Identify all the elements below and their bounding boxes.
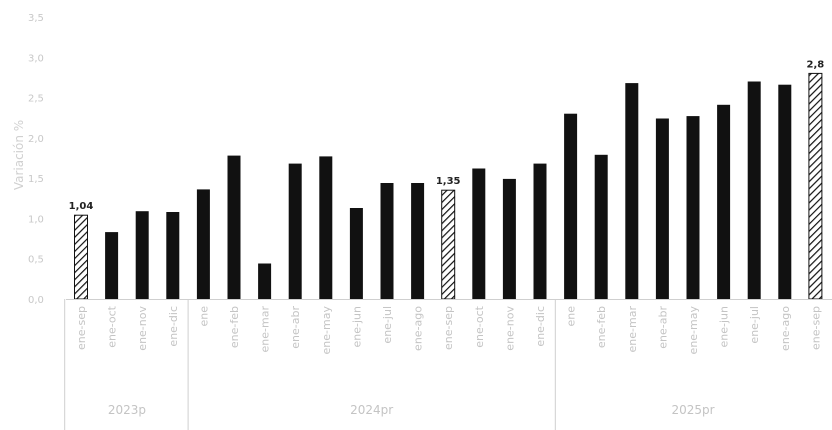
category-label: ene [197, 306, 210, 327]
bar-highlighted [74, 214, 88, 300]
y-tick-label: 3,0 [28, 53, 44, 64]
category-label: ene-abr [289, 306, 302, 349]
data-label: 1,04 [69, 201, 94, 212]
category-label: ene-dic [167, 306, 180, 347]
category-label: ene-oct [473, 305, 486, 347]
bar [319, 156, 333, 299]
bar [502, 178, 516, 299]
data-label: 1,35 [436, 176, 461, 187]
category-label: ene-may [320, 306, 333, 355]
category-label: ene-jun [350, 306, 363, 348]
bar [135, 211, 149, 299]
y-tick-label: 0,0 [28, 295, 44, 306]
bar-highlighted [441, 189, 456, 300]
category-label: ene-jul [748, 306, 761, 344]
group-labels: 2023p 2024pr 2025pr [108, 403, 715, 417]
category-label: ene-abr [656, 306, 669, 349]
category-label: ene-ago [412, 306, 425, 351]
bar [288, 163, 302, 299]
y-axis-ticks: 0,0 0,5 1,0 1,5 2,0 2,5 3,0 3,5 [28, 13, 44, 306]
group-label: 2024pr [350, 403, 393, 417]
category-label: ene-nov [503, 306, 516, 351]
bar-highlighted [808, 72, 823, 300]
category-label: ene-sep [75, 306, 88, 350]
category-label: ene-feb [595, 306, 608, 348]
category-label: ene-jun [718, 306, 731, 348]
y-tick-label: 3,5 [28, 13, 44, 24]
y-tick-label: 1,0 [28, 214, 44, 225]
bar [655, 118, 669, 299]
group-label: 2025pr [671, 403, 714, 417]
bar [105, 232, 119, 299]
category-label: ene-oct [106, 305, 119, 347]
group-separators [64, 299, 556, 430]
y-tick-label: 2,0 [28, 134, 44, 145]
bar [166, 212, 180, 299]
bar [258, 263, 272, 299]
category-label: ene-ago [779, 306, 792, 351]
bar [227, 155, 241, 299]
category-label: ene-feb [228, 306, 241, 348]
data-label: 2,8 [807, 59, 825, 70]
bar [686, 116, 700, 299]
bar [594, 154, 608, 299]
bar [349, 208, 363, 299]
category-label: ene-nov [136, 306, 149, 351]
category-label: ene-dic [534, 306, 547, 347]
bar [411, 183, 425, 299]
y-axis-label: Variación % [12, 120, 26, 190]
bar [717, 104, 731, 299]
bar [196, 189, 210, 299]
category-labels: ene-sep ene-oct ene-nov ene-dic ene ene-feb en… [75, 305, 822, 354]
y-tick-label: 2,5 [28, 94, 44, 105]
category-label: ene-jul [381, 306, 394, 344]
bars [74, 72, 823, 300]
category-label: ene-mar [626, 306, 639, 353]
bar [380, 183, 394, 299]
bar [778, 84, 792, 299]
y-tick-label: 1,5 [28, 174, 44, 185]
bar [625, 83, 639, 299]
bar [564, 113, 578, 299]
bar [533, 163, 547, 299]
category-label: ene-sep [442, 306, 455, 350]
y-tick-label: 0,5 [28, 255, 44, 266]
bar [472, 168, 486, 299]
bar [747, 81, 761, 299]
category-label: ene-sep [809, 306, 822, 350]
group-label: 2023p [108, 403, 146, 417]
category-label: ene [565, 306, 578, 327]
category-label: ene-mar [259, 306, 272, 353]
category-label: ene-may [687, 306, 700, 355]
data-labels: 1,04 1,35 2,8 [69, 59, 825, 212]
